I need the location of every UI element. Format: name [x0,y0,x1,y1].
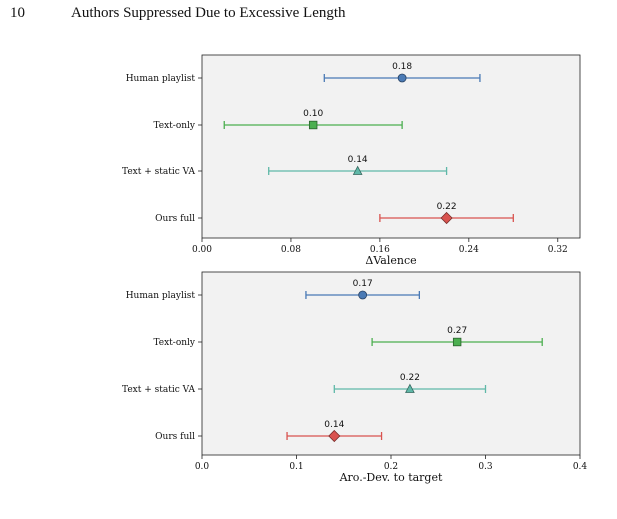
y-tick-label-ours-full: Ours full [155,214,195,224]
chart-1-plot-area [201,54,581,239]
x-tick-label: 0.24 [459,245,479,255]
marker-human-playlist [397,73,407,83]
x-tick-label: 0.0 [195,462,210,472]
page-number: 10 [10,5,25,21]
x-axis-label: ΔValence [365,254,416,267]
x-tick-label: 0.16 [370,245,390,255]
data-label-text-only: 0.27 [447,326,467,336]
marker-text-only [308,120,318,130]
data-label-ours-full: 0.14 [324,420,344,430]
y-tick-label-human-playlist: Human playlist [126,291,196,301]
marker-text-only [452,337,462,347]
marker-text-static-va [352,165,363,175]
marker-text-static-va [405,383,415,393]
marker-human-playlist [358,290,368,300]
data-label-human-playlist: 0.17 [353,279,373,289]
y-tick-label-ours-full: Ours full [155,432,195,442]
x-tick-label: 0.4 [573,462,588,472]
x-tick-label: 0.08 [281,245,301,255]
marker-ours-full [440,211,453,225]
chart-2-plot-area [201,271,581,456]
running-head: Authors Suppressed Due to Excessive Leng… [71,5,346,21]
y-tick-label-text-static-va: Text + static VA [122,385,195,395]
data-label-text-static-va: 0.22 [400,373,420,383]
data-label-ours-full: 0.22 [437,202,457,212]
x-tick-label: 0.2 [384,462,398,472]
data-label-human-playlist: 0.18 [392,62,412,72]
y-tick-label-text-only: Text-only [153,121,195,131]
page-header: 10 Authors Suppressed Due to Excessive L… [0,0,617,30]
y-tick-label-human-playlist: Human playlist [126,74,196,84]
x-axis-label: Aro.-Dev. to target [339,471,443,484]
y-tick-label-text-static-va: Text + static VA [122,167,195,177]
x-tick-label: 0.1 [289,462,303,472]
x-tick-label: 0.3 [478,462,493,472]
x-tick-label: 0.00 [192,245,212,255]
x-tick-label: 0.32 [548,245,568,255]
data-label-text-static-va: 0.14 [348,155,368,165]
data-label-text-only: 0.10 [303,109,323,119]
marker-ours-full [328,429,341,443]
y-tick-label-text-only: Text-only [153,338,195,348]
